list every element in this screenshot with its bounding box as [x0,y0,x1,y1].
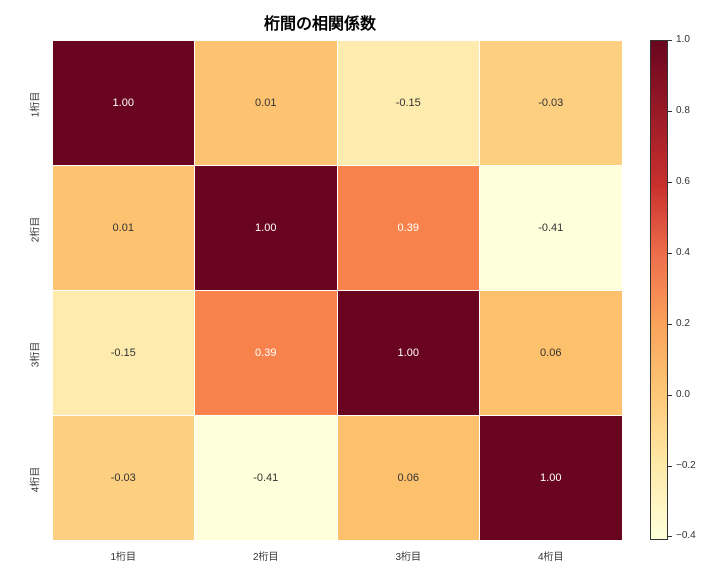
gridline-h [52,415,622,416]
colorbar-tick-mark [668,395,672,396]
cell-value: 0.01 [113,222,134,234]
heatmap-cell: 0.06 [337,415,480,540]
y-tick-label: 2桁目 [27,209,42,249]
cell-value: 1.00 [540,472,561,484]
colorbar-tick-label: −0.4 [676,530,696,541]
heatmap-cell: 0.39 [337,165,480,290]
colorbar-tick-mark [668,182,672,183]
colorbar-tick-mark [668,324,672,325]
cell-value: 0.06 [540,347,561,359]
cell-value: 1.00 [255,222,276,234]
heatmap-cell: 1.00 [52,40,195,165]
colorbar-tick-label: 0.4 [676,247,690,258]
x-tick-label: 1桁目 [93,548,153,563]
cell-value: -0.03 [538,97,563,109]
cell-value: 0.01 [255,97,276,109]
heatmap-cell: -0.03 [52,415,195,540]
cell-value: -0.03 [111,472,136,484]
y-tick-label: 3桁目 [27,334,42,374]
heatmap-plot-area: 1.00 0.01 -0.15 -0.03 0.01 1.00 0.39 -0.41 -0.15… [52,40,622,540]
gridline-v [622,40,623,540]
heatmap-cell: 0.01 [195,40,338,165]
heatmap-cell: -0.15 [52,290,195,415]
heatmap-cell: 0.01 [52,165,195,290]
colorbar-tick-mark [668,466,672,467]
x-tick-label: 4桁目 [521,548,581,563]
colorbar [650,40,668,540]
cell-value: 0.39 [398,222,419,234]
heatmap-cell: 1.00 [480,415,623,540]
x-tick-label: 3桁目 [378,548,438,563]
colorbar-tick-mark [668,40,672,41]
x-tick-label: 2桁目 [236,548,296,563]
colorbar-tick-mark [668,111,672,112]
y-tick-label: 1桁目 [27,84,42,124]
heatmap-cell: 1.00 [195,165,338,290]
chart-title: 桁間の相関係数 [0,10,640,34]
gridline-v [479,40,480,540]
heatmap-cell: 1.00 [337,290,480,415]
cell-value: 1.00 [398,347,419,359]
heatmap-cell: -0.41 [480,165,623,290]
colorbar-tick-label: 0.2 [676,318,690,329]
cell-value: -0.41 [538,222,563,234]
heatmap-cell: 0.06 [480,290,623,415]
heatmap-cell: -0.41 [195,415,338,540]
cell-value: -0.15 [396,97,421,109]
gridline-v [337,40,338,540]
colorbar-tick-mark [668,536,672,537]
cell-value: -0.15 [111,347,136,359]
colorbar-tick-label: 0.8 [676,105,690,116]
colorbar-tick-mark [668,253,672,254]
cell-value: 0.06 [398,472,419,484]
colorbar-tick-label: 1.0 [676,34,690,45]
heatmap-cell: 0.39 [195,290,338,415]
colorbar-tick-label: −0.2 [676,460,696,471]
cell-value: 1.00 [113,97,134,109]
heatmap-cell: -0.15 [337,40,480,165]
figure: 桁間の相関係数 1.00 0.01 -0.15 -0.03 0.01 1.00 0.39 -0… [0,0,720,576]
cell-value: 0.39 [255,347,276,359]
colorbar-tick-label: 0.0 [676,389,690,400]
heatmap-cell: -0.03 [480,40,623,165]
y-tick-label: 4桁目 [27,459,42,499]
cell-value: -0.41 [253,472,278,484]
colorbar-tick-label: 0.6 [676,176,690,187]
gridline-h [52,540,622,541]
